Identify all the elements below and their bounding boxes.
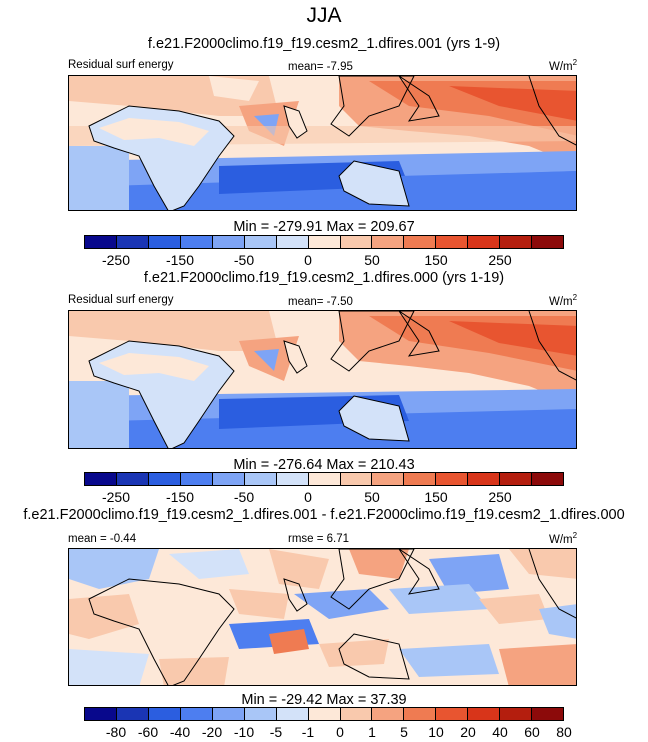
panel1-colorbar-box (532, 236, 564, 248)
panel3-tick-label: -5 (269, 724, 283, 740)
panel1-colorbar (84, 235, 564, 249)
panel3-tick-label: 10 (428, 724, 444, 740)
panel2-colorbar (84, 472, 564, 486)
panel1-tick-label: -50 (233, 252, 255, 268)
panel2-tick-label: 150 (424, 489, 448, 505)
panel2-units: W/m2 (549, 293, 578, 308)
panel3-tick-label: 0 (336, 724, 344, 740)
panel2-colorbar-box (372, 473, 405, 485)
panel1-colorbar-ticks: -250 -150 -50 0 50 150 250 (84, 252, 564, 268)
panel1-stats: Min = -279.91 Max = 209.67 (233, 219, 415, 235)
panel3-subtitle: f.e21.F2000climo.f19_f19.cesm2_1.dfires.… (23, 507, 625, 523)
panel1-colorbar-box (468, 236, 501, 248)
panel3-colorbar-box (85, 708, 117, 720)
panel3-tick-label: 5 (400, 724, 408, 740)
panel2-tick-label: 0 (304, 489, 312, 505)
panel2-colorbar-box (500, 473, 533, 485)
panel1-tick-label: 150 (424, 252, 448, 268)
panel1-mean-label: mean= -7.95 (288, 61, 353, 73)
panel1-colorbar-box (244, 236, 277, 248)
panel3-tick-label: 20 (460, 724, 476, 740)
panel3-colorbar-box (116, 708, 149, 720)
panel3-tick-label: -10 (233, 724, 255, 740)
panel1-colorbar-box (372, 236, 405, 248)
panel3-tick-label: -40 (169, 724, 191, 740)
panel3-colorbar-box (468, 708, 501, 720)
panel1-tick-label: 50 (364, 252, 380, 268)
panel2-mean-label: mean= -7.50 (288, 296, 353, 308)
panel2-tick-label: -250 (101, 489, 131, 505)
panel3-colorbar-box (148, 708, 181, 720)
panel1-colorbar-box (212, 236, 245, 248)
panel3-units: W/m2 (549, 531, 578, 546)
panel2-colorbar-box (276, 473, 309, 485)
panel2-colorbar-box (436, 473, 469, 485)
panel1-tick-label: -250 (101, 252, 131, 268)
panel2-colorbar-box (404, 473, 437, 485)
panel2-stats: Min = -276.64 Max = 210.43 (233, 457, 415, 473)
panel2-tick-label: 50 (364, 489, 380, 505)
panel3-tick-label: 1 (368, 724, 376, 740)
panel1-map (68, 75, 577, 211)
panel3-colorbar (84, 707, 564, 721)
panel3-colorbar-box (372, 708, 405, 720)
panel1-colorbar-box (404, 236, 437, 248)
panel2-left-label: Residual surf energy (68, 294, 174, 306)
panel3-tick-label: -60 (137, 724, 159, 740)
panel3-tick-label: 40 (492, 724, 508, 740)
panel1-colorbar-box (276, 236, 309, 248)
panel2-tick-label: 250 (488, 489, 512, 505)
panel3-colorbar-box (180, 708, 213, 720)
panel3-colorbar-box (212, 708, 245, 720)
panel3-map (68, 548, 577, 686)
panel2-colorbar-box (244, 473, 277, 485)
panel1-colorbar-box (180, 236, 213, 248)
panel1-colorbar-box (308, 236, 341, 248)
panel2-colorbar-box (212, 473, 245, 485)
panel3-rmse-label: rmse = 6.71 (288, 533, 350, 545)
panel1-colorbar-box (85, 236, 117, 248)
panel2-colorbar-box (148, 473, 181, 485)
panel2-subtitle: f.e21.F2000climo.f19_f19.cesm2_1.dfires.… (143, 270, 505, 286)
panel1-colorbar-box (148, 236, 181, 248)
panel2-tick-label: -150 (165, 489, 195, 505)
panel3-colorbar-box (532, 708, 564, 720)
panel3-stats: Min = -29.42 Max = 37.39 (241, 692, 407, 708)
panel3-colorbar-box (244, 708, 277, 720)
panel3-colorbar-ticks: -80 -60 -40 -20 -10 -5 -1 0 1 5 10 20 40 60 80 (84, 724, 572, 740)
panel2-colorbar-box (85, 473, 117, 485)
panel2-colorbar-box (340, 473, 373, 485)
panel1-tick-label: 0 (304, 252, 312, 268)
panel1-colorbar-box (340, 236, 373, 248)
panel1-colorbar-box (500, 236, 533, 248)
panel2-colorbar-box (116, 473, 149, 485)
panel2-tick-label: -50 (233, 489, 255, 505)
panel3-colorbar-box (340, 708, 373, 720)
panel3-colorbar-box (436, 708, 469, 720)
panel1-left-label: Residual surf energy (68, 59, 174, 71)
panel3-colorbar-box (404, 708, 437, 720)
panel3-colorbar-box (500, 708, 533, 720)
plot-title: JJA (306, 4, 342, 27)
panel3-mean-label: mean = -0.44 (68, 533, 137, 545)
panel1-tick-label: -150 (165, 252, 195, 268)
panel2-colorbar-box (468, 473, 501, 485)
panel2-colorbar-ticks: -250 -150 -50 0 50 150 250 (84, 489, 564, 505)
panel2-colorbar-box (532, 473, 564, 485)
panel3-tick-label: -1 (301, 724, 315, 740)
panel1-units: W/m2 (549, 58, 578, 73)
panel2-colorbar-box (308, 473, 341, 485)
panel2-colorbar-box (180, 473, 213, 485)
panel3-tick-label: 60 (524, 724, 540, 740)
panel3-tick-label: 80 (556, 724, 572, 740)
panel1-colorbar-box (116, 236, 149, 248)
panel3-colorbar-box (276, 708, 309, 720)
panel2-map (68, 310, 577, 449)
panel1-colorbar-box (436, 236, 469, 248)
panel1-tick-label: 250 (488, 252, 512, 268)
panel1-subtitle: f.e21.F2000climo.f19_f19.cesm2_1.dfires.… (147, 36, 501, 52)
panel3-tick-label: -80 (105, 724, 127, 740)
panel3-colorbar-box (308, 708, 341, 720)
panel3-tick-label: -20 (201, 724, 223, 740)
